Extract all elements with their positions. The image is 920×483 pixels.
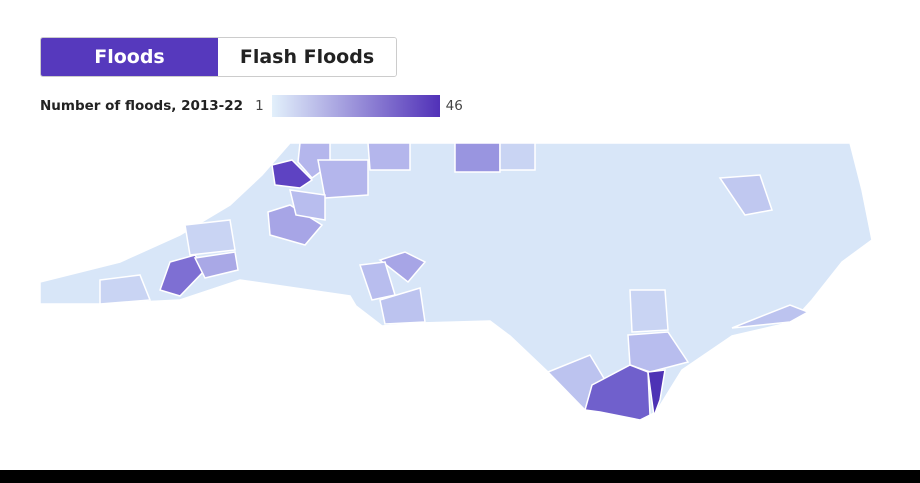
county-map — [39, 142, 873, 421]
county[interactable] — [379, 287, 426, 325]
county[interactable] — [99, 274, 152, 305]
county[interactable] — [193, 251, 239, 279]
legend-gradient — [271, 95, 440, 117]
flood-type-toggle: Floods Flash Floods — [40, 37, 397, 77]
legend-title: Number of floods, 2013-22 — [40, 98, 244, 114]
county[interactable] — [184, 219, 236, 256]
county[interactable] — [718, 174, 773, 216]
county[interactable] — [289, 189, 326, 221]
county[interactable] — [647, 369, 666, 417]
county[interactable] — [629, 289, 669, 333]
county[interactable] — [378, 251, 427, 284]
county[interactable] — [317, 159, 369, 199]
county[interactable] — [731, 304, 810, 329]
county[interactable] — [584, 364, 651, 421]
county[interactable] — [271, 159, 314, 189]
bottom-band — [0, 470, 920, 483]
tab-floods[interactable]: Floods — [41, 38, 218, 76]
legend-max: 46 — [445, 98, 463, 114]
tab-flash-floods[interactable]: Flash Floods — [218, 38, 396, 76]
county[interactable] — [454, 142, 501, 173]
county[interactable] — [267, 204, 324, 246]
county[interactable] — [367, 142, 411, 171]
legend-min: 1 — [255, 98, 264, 114]
county[interactable] — [627, 331, 690, 373]
color-legend: Number of floods, 2013-22 1 46 — [40, 95, 463, 117]
county[interactable] — [499, 142, 536, 171]
